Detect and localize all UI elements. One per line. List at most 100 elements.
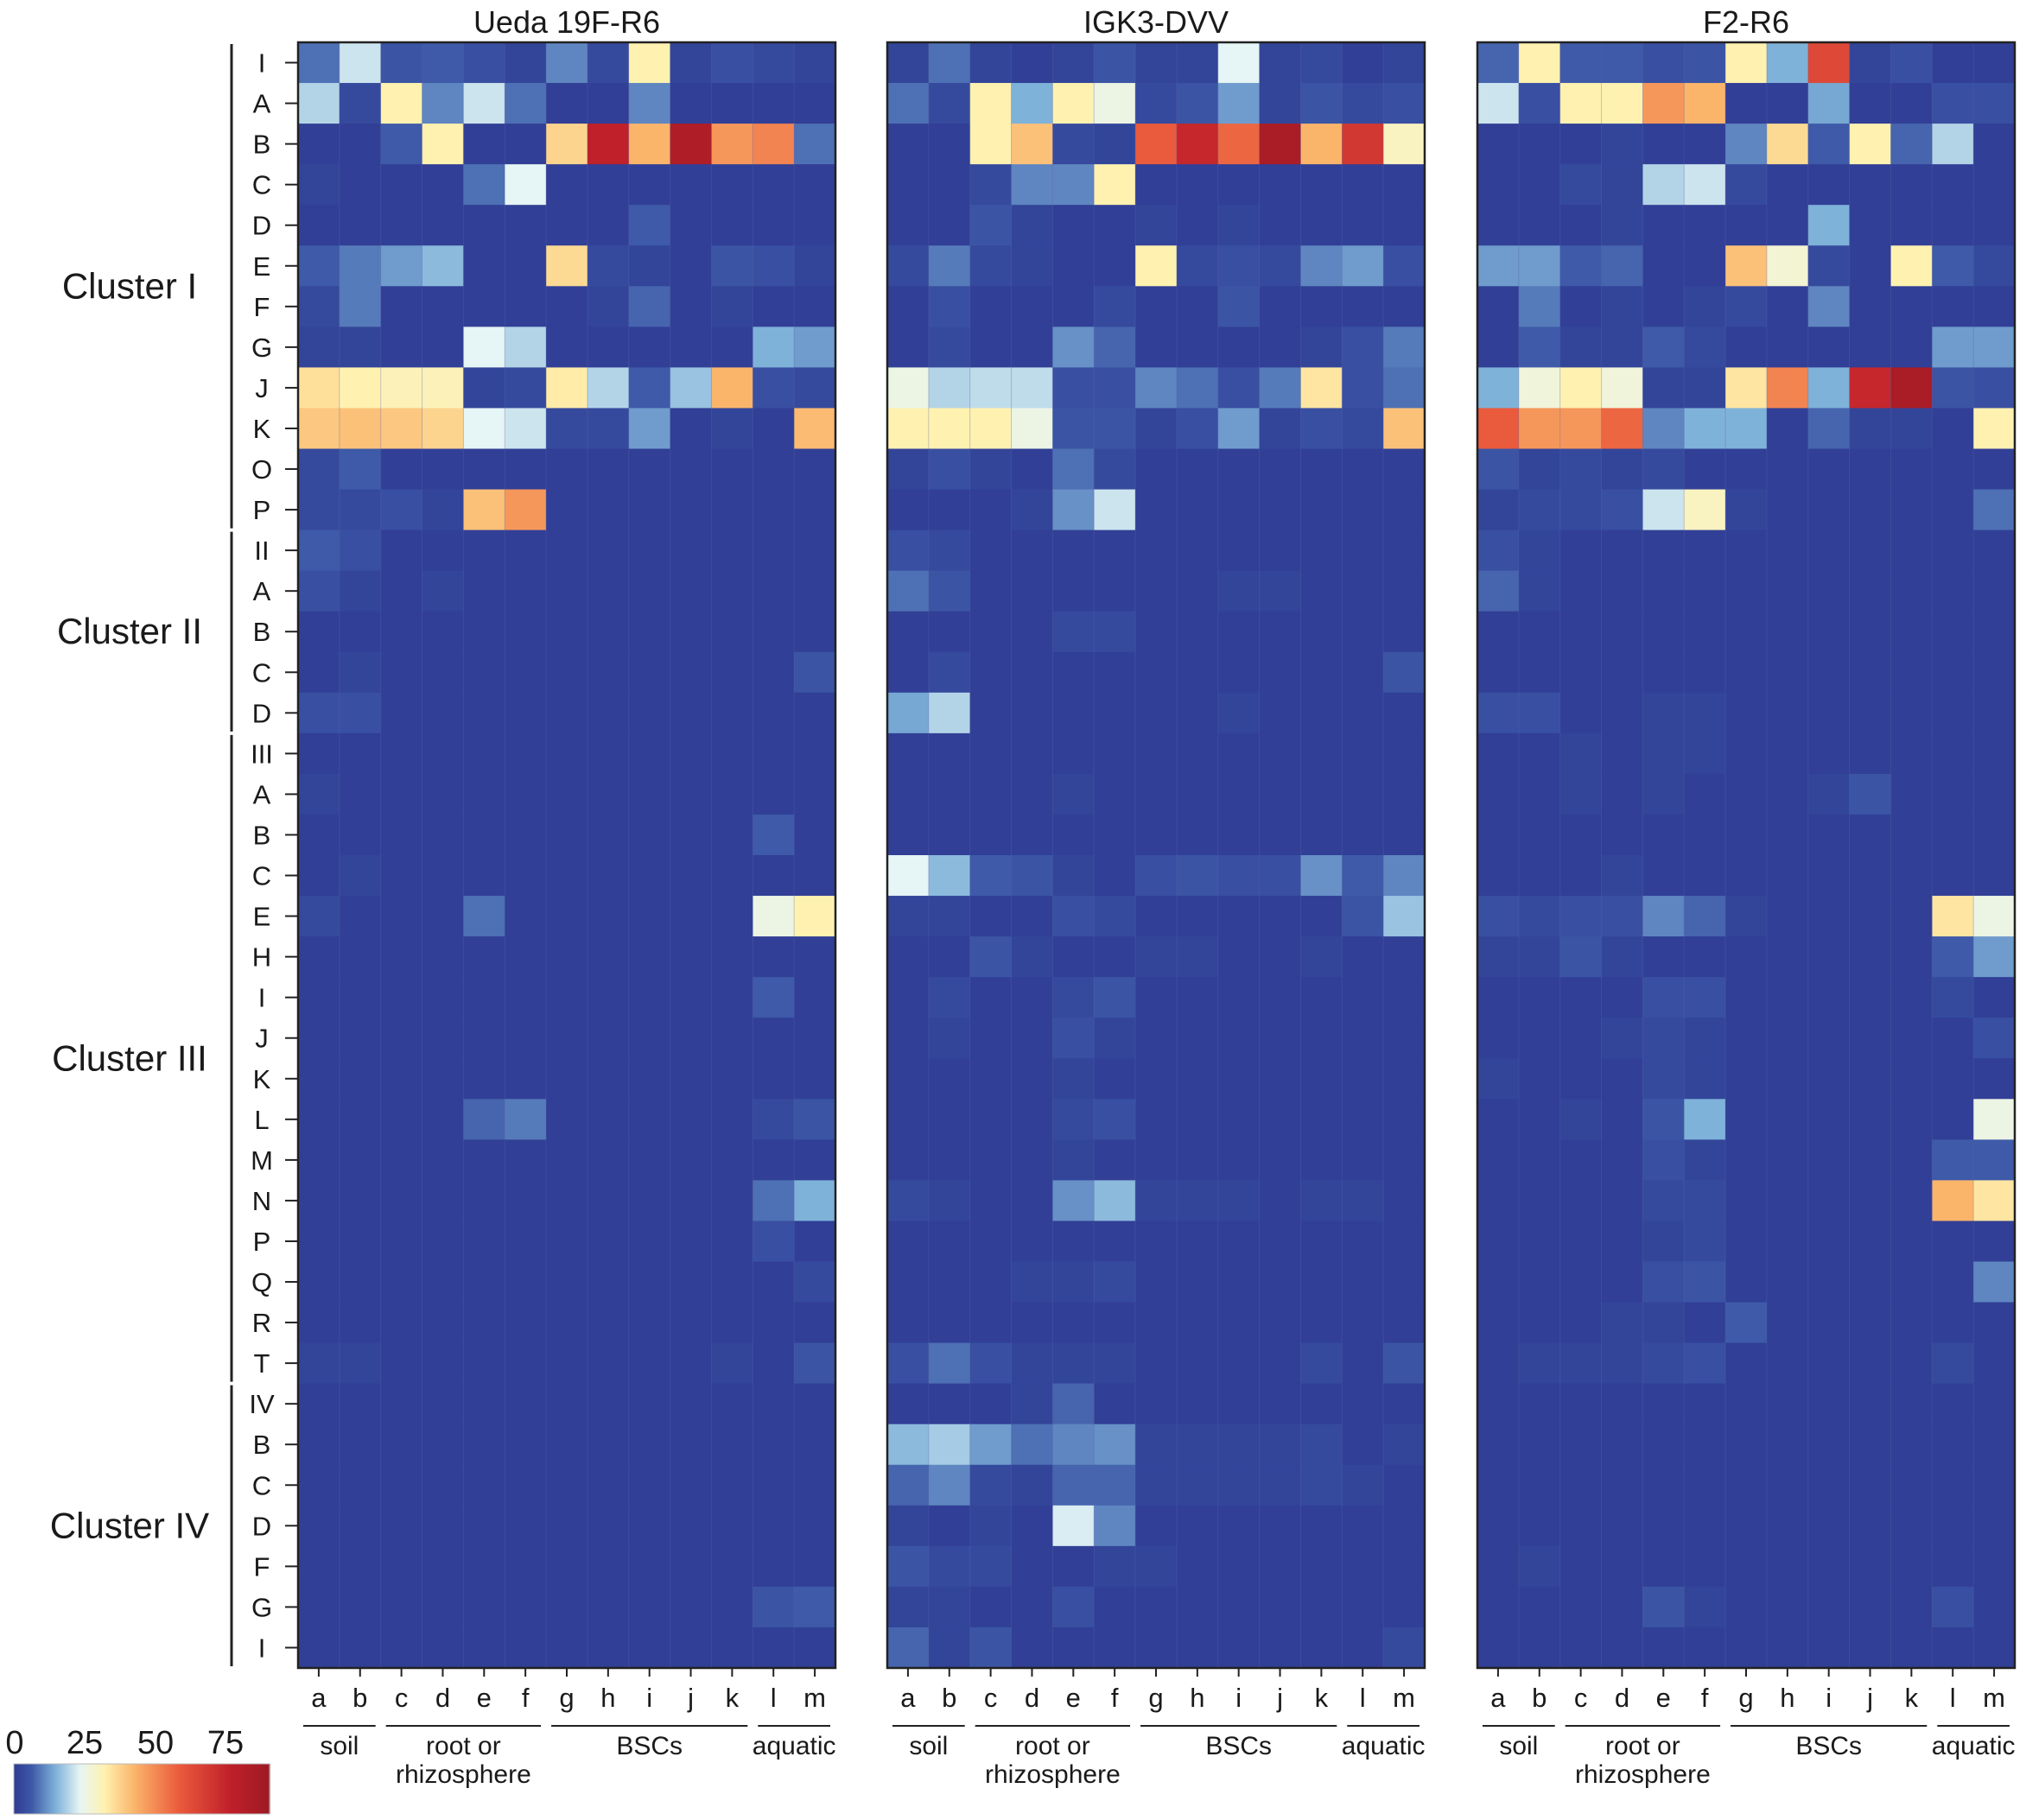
heatmap-cell	[380, 83, 423, 124]
heatmap-cell	[463, 611, 505, 653]
heatmap-cell	[1052, 570, 1095, 612]
heatmap-cell	[1342, 936, 1384, 978]
heatmap-cell	[1259, 1221, 1302, 1263]
heatmap-cell	[1932, 83, 1974, 124]
heatmap-cell	[1601, 1261, 1643, 1303]
heatmap-cell	[1684, 1180, 1726, 1222]
heatmap-cell	[1011, 489, 1053, 531]
heatmap-cell	[1518, 570, 1561, 612]
heatmap-cell	[1052, 936, 1095, 978]
heatmap-cell	[1052, 1180, 1095, 1222]
heatmap-cell	[794, 1261, 836, 1303]
heatmap-cell	[928, 1261, 971, 1303]
heatmap-cell	[670, 164, 713, 206]
heatmap-cell	[1259, 124, 1302, 165]
heatmap-cell	[1259, 367, 1302, 409]
row-label: O	[251, 454, 272, 485]
heatmap-cell	[1807, 1018, 1851, 1059]
heatmap-cell	[1642, 1586, 1685, 1628]
heatmap-cell	[1973, 530, 2016, 572]
heatmap-cell	[1766, 42, 1809, 84]
heatmap-cell	[1477, 367, 1520, 409]
heatmap-cell	[1807, 896, 1851, 937]
heatmap-cell	[794, 732, 836, 775]
legend-swatch	[39, 1764, 42, 1814]
heatmap-cell	[1973, 327, 2016, 368]
heatmap-cell	[670, 327, 713, 368]
heatmap-cell	[1601, 83, 1643, 124]
heatmap-cell	[1973, 42, 2016, 84]
cluster-label: Cluster III	[52, 1037, 207, 1078]
heatmap-cell	[1642, 936, 1685, 978]
heatmap-cell	[1807, 205, 1851, 246]
heatmap-cell	[1052, 1383, 1095, 1425]
heatmap-cell	[1932, 1383, 1974, 1425]
heatmap-cell	[505, 611, 547, 653]
heatmap-cell	[1890, 1221, 1933, 1263]
heatmap-cell	[1259, 83, 1302, 124]
heatmap-cell	[1725, 1545, 1768, 1588]
heatmap-cell	[546, 1545, 588, 1588]
heatmap-cell	[1601, 1627, 1643, 1669]
heatmap-cell	[1259, 1627, 1302, 1669]
heatmap-cell	[1932, 1627, 1974, 1669]
heatmap-cell	[711, 855, 753, 897]
heatmap-cell	[1176, 1464, 1219, 1506]
heatmap-cell	[969, 448, 1013, 491]
x-tick-label: c	[984, 1683, 998, 1713]
heatmap-cell	[1559, 896, 1603, 937]
heatmap-cell	[1176, 1627, 1219, 1669]
heatmap-cell	[670, 855, 713, 897]
legend-swatch	[148, 1764, 151, 1814]
legend-swatch	[263, 1764, 266, 1814]
row-axis: IABCDEFGJKOPIIABCDIIIABCEHIJKLMNPQRTIVBC…	[50, 44, 298, 1666]
heatmap-cell	[1259, 1099, 1302, 1140]
heatmap-cell	[1052, 408, 1095, 450]
heatmap-cell	[1807, 530, 1851, 572]
heatmap-cell	[1300, 367, 1343, 409]
heatmap-cell	[794, 651, 836, 694]
heatmap-cell	[1932, 896, 1974, 937]
heatmap-cell	[711, 977, 753, 1018]
heatmap-cell	[1890, 164, 1933, 206]
heatmap-cell	[422, 1221, 464, 1263]
heatmap-cell	[546, 205, 588, 246]
x-tick-label: f	[1701, 1683, 1709, 1713]
heatmap-cell	[587, 42, 630, 84]
heatmap-cell	[1642, 1505, 1685, 1547]
heatmap-cell	[1559, 1302, 1603, 1344]
heatmap-cell	[969, 530, 1013, 572]
heatmap-cell	[1383, 164, 1426, 206]
heatmap-cell	[1725, 611, 1768, 653]
heatmap-cell	[670, 408, 713, 450]
heatmap-cell	[753, 651, 795, 694]
heatmap-cell	[380, 1545, 423, 1588]
heatmap-cell	[628, 732, 671, 775]
heatmap-cell	[1259, 42, 1302, 84]
heatmap-cell	[794, 896, 836, 937]
row-label: III	[251, 739, 273, 769]
heatmap-cell	[711, 1545, 753, 1588]
heatmap-cell	[505, 1099, 547, 1140]
heatmap-cell	[969, 1058, 1013, 1100]
heatmap-cell	[1518, 286, 1561, 327]
heatmap-cell	[1477, 1627, 1520, 1669]
heatmap-cell	[1217, 1545, 1261, 1588]
heatmap-cell	[887, 408, 930, 450]
heatmap-cell	[887, 489, 930, 531]
heatmap-cell	[339, 42, 382, 84]
heatmap-cell	[1300, 1383, 1343, 1425]
heatmap-cell	[753, 286, 795, 327]
heatmap-cell	[711, 1139, 753, 1181]
heatmap-cell	[969, 1018, 1013, 1059]
heatmap-cell	[1217, 1464, 1261, 1506]
heatmap-cell	[1684, 1464, 1726, 1506]
legend-swatch	[250, 1764, 254, 1814]
heatmap-cell	[1890, 1383, 1933, 1425]
heatmap-cell	[1052, 977, 1095, 1018]
heatmap-cell	[1725, 896, 1768, 937]
heatmap-cell	[505, 1464, 547, 1506]
heatmap-cell	[1642, 896, 1685, 937]
legend-swatch	[94, 1764, 98, 1814]
heatmap-cell	[1477, 489, 1520, 531]
